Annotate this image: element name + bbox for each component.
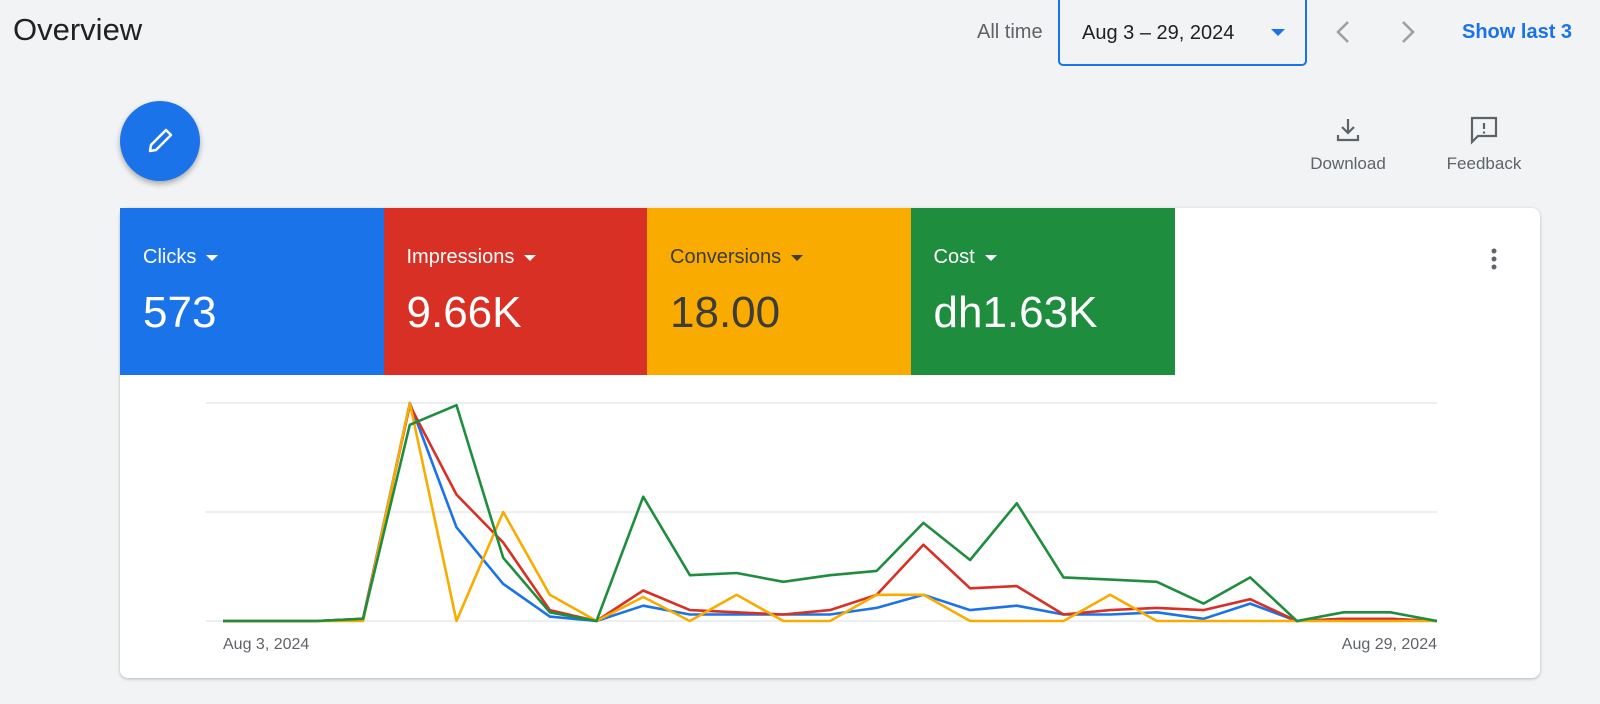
page-title: Overview <box>13 12 143 47</box>
edit-button[interactable] <box>120 101 200 181</box>
metric-value: dh1.63K <box>933 288 1098 337</box>
metric-tile[interactable]: Conversions 18.00 <box>647 208 911 375</box>
metric-name: Impressions <box>407 246 537 269</box>
series-line <box>223 401 1437 623</box>
metric-tile[interactable]: Clicks 573 <box>120 208 384 375</box>
download-icon <box>1336 119 1360 142</box>
line-chart: Aug 3, 2024 Aug 29, 2024 <box>206 401 1438 653</box>
feedback-label: Feedback <box>1446 154 1522 173</box>
metric-name: Clicks <box>143 246 218 269</box>
x-tick-label: Aug 29, 2024 <box>1342 636 1437 653</box>
download-label: Download <box>1310 154 1386 173</box>
metric-name: Conversions <box>670 246 803 269</box>
feedback-icon <box>1470 116 1498 145</box>
feedback-button[interactable]: Feedback <box>1436 115 1532 174</box>
series-line <box>223 403 1438 623</box>
date-range: Aug 3 – 29, 2024 <box>1082 22 1235 44</box>
metric-value: 9.66K <box>406 288 522 337</box>
metric-tile[interactable]: Cost dh1.63K <box>910 208 1175 375</box>
dropdown-arrow <box>1271 29 1285 36</box>
metric-value: 18.00 <box>670 288 781 337</box>
pencil-icon <box>148 128 173 153</box>
date-picker[interactable]: Aug 3 – 29, 2024 <box>1058 0 1307 66</box>
metric-name: Cost <box>934 246 997 269</box>
download-button[interactable]: Download <box>1300 115 1396 174</box>
series-line <box>223 401 1438 623</box>
show-last-link[interactable]: Show last 3 <box>1462 21 1573 43</box>
metric-tile[interactable]: Impressions 9.66K <box>383 208 648 375</box>
metric-value: 573 <box>143 288 217 337</box>
x-tick-label: Aug 3, 2024 <box>223 636 309 653</box>
more-menu[interactable] <box>1484 246 1504 276</box>
series-line <box>223 403 1438 623</box>
nav-arrows[interactable] <box>1330 18 1430 48</box>
range-label[interactable]: All time <box>977 21 1043 43</box>
